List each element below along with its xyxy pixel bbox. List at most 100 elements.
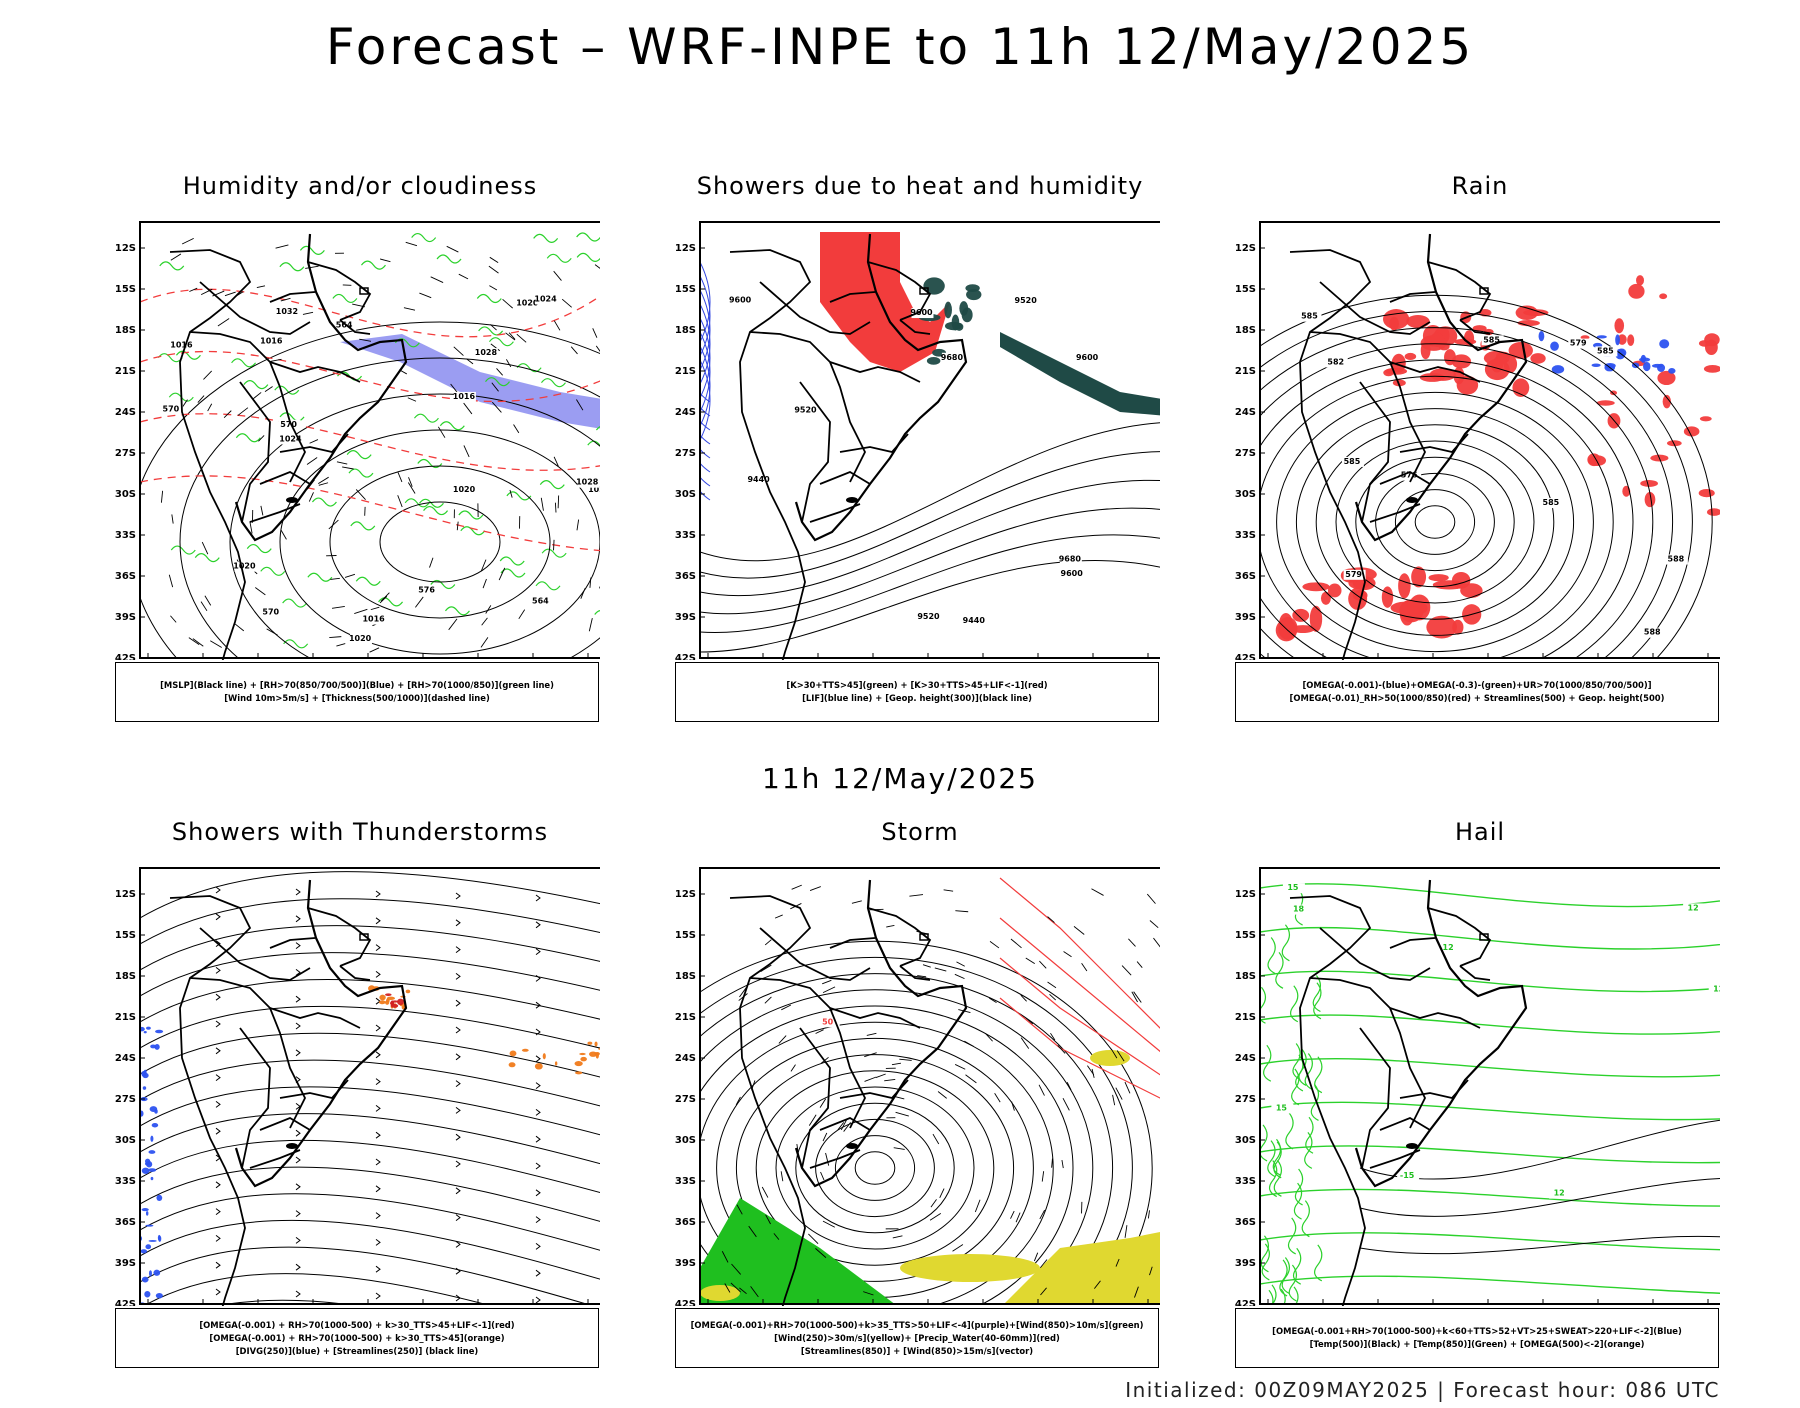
geop-contour [700,452,1160,579]
wind-vector [562,299,571,307]
country-border [800,382,830,522]
streamline [140,899,600,944]
wind-vector [408,398,416,402]
streamline-arrow [376,918,380,924]
rain-area [1707,508,1720,516]
streamline-arrow [296,1050,300,1056]
lat-tick-label: 18S [675,971,696,982]
lat-tick-label: 21S [1235,1012,1256,1023]
lat-tick-label: 36S [1235,1217,1256,1228]
wind-vector [1039,1085,1044,1096]
lat-tick-label: 30S [115,1135,136,1146]
wind-vector [935,968,946,971]
wind-vector [1128,939,1135,947]
temp-850-contour [1260,928,1720,949]
streamline [1277,392,1594,651]
country-border [820,1118,870,1130]
field-layer: 50 [670,878,1160,1306]
wind-vector [464,403,472,414]
lat-tick-label: 21S [115,366,136,377]
wind-vector [481,637,488,647]
lat-tick-label: 33S [115,1176,136,1187]
wind-vector [161,491,162,503]
contour-label: 1028 [576,478,599,487]
wind-vector [398,472,402,482]
wind-vector [995,1093,1001,1102]
streamline [140,872,600,918]
thunderstorm-red-area [385,993,392,996]
wind-vector [497,368,503,375]
wind-vector [571,347,577,354]
contour-label: 15 [1287,883,1299,892]
wind-vector [1062,1160,1063,1168]
streamline-arrow [216,1209,220,1215]
lat-tick-label: 33S [675,530,696,541]
lagoon [846,497,858,503]
lat-tick-label: 18S [1235,325,1256,336]
wind-vector [510,490,512,498]
streamline [140,1087,600,1140]
streamline-arrow [376,1159,380,1165]
wind-vector [319,483,328,486]
rh-contour [308,573,332,581]
wind-vector [193,639,203,647]
contour-label: 9680 [941,353,964,362]
wind-vector [554,540,555,551]
rh-contour [349,469,373,477]
lat-tick-label: 30S [675,489,696,500]
divergence-area [149,1270,152,1276]
streamline [1296,409,1573,636]
lat-tick-label: 12S [1235,889,1256,900]
rain-area [1405,353,1417,360]
wind-vector [599,581,600,589]
field-inner: 18151512121212-15 [1258,883,1720,1306]
streamline [140,1167,600,1227]
rain-area [1420,373,1445,382]
lagoon [846,1143,858,1149]
streamline [816,1119,935,1216]
map-hail: 18151512121212-1570W65W60W55W50W45W40W35… [1230,856,1720,1306]
panel-title: Humidity and/or cloudiness [80,172,640,200]
instability-area [820,232,950,372]
contour-label: 9520 [1015,296,1038,305]
wind-vector [821,1172,824,1180]
thunderstorm-orange-area [387,997,395,1000]
jet-250-area [1090,1050,1130,1066]
rh-contour [547,254,571,262]
map-humidity: 1016101610161016102010201020102410241028… [110,210,600,660]
wind-vector [170,616,176,623]
contour-label: 9680 [1059,554,1082,563]
wind-vector [1067,1082,1071,1090]
streamline-arrow [376,998,380,1004]
streamline-arrow [296,1130,300,1136]
rh-contour [261,567,285,575]
streamline-arrow [296,996,300,1002]
wind-vector [944,890,954,891]
contour-label: 12 [1688,903,1699,912]
thickness-contour [140,414,600,471]
wind-vector [1122,966,1131,976]
lat-tick-label: 21S [675,366,696,377]
streamline-arrow [456,1161,460,1167]
omega-blue-area [1657,364,1665,372]
map-thunderstorms: 70W65W60W55W50W45W40W35W30W12S15S18S21S2… [110,856,600,1306]
wind-vector [893,1236,903,1238]
legend-box: [OMEGA(-0.001+RH>70(1000-500)+k<60+TTS>5… [1235,1308,1719,1368]
streamline-arrow [376,1025,380,1031]
rh-contour [477,295,501,303]
panel-title: Showers due to heat and humidity [640,172,1200,200]
country-border [810,1150,860,1168]
temp-500-contour [1360,1236,1720,1253]
wind-vector [309,492,313,501]
streamline-arrow [456,1134,460,1140]
rh-contour [361,261,385,269]
country-border [820,472,870,484]
country-border [1370,1150,1420,1168]
wind-vector [765,940,771,945]
lat-tick-label: 36S [115,1217,136,1228]
rain-area [1704,365,1720,373]
lat-tick-label: 39S [675,1258,696,1269]
wind-vector [1048,917,1055,923]
wind-vector [964,1041,973,1046]
wind-vector [415,597,423,607]
